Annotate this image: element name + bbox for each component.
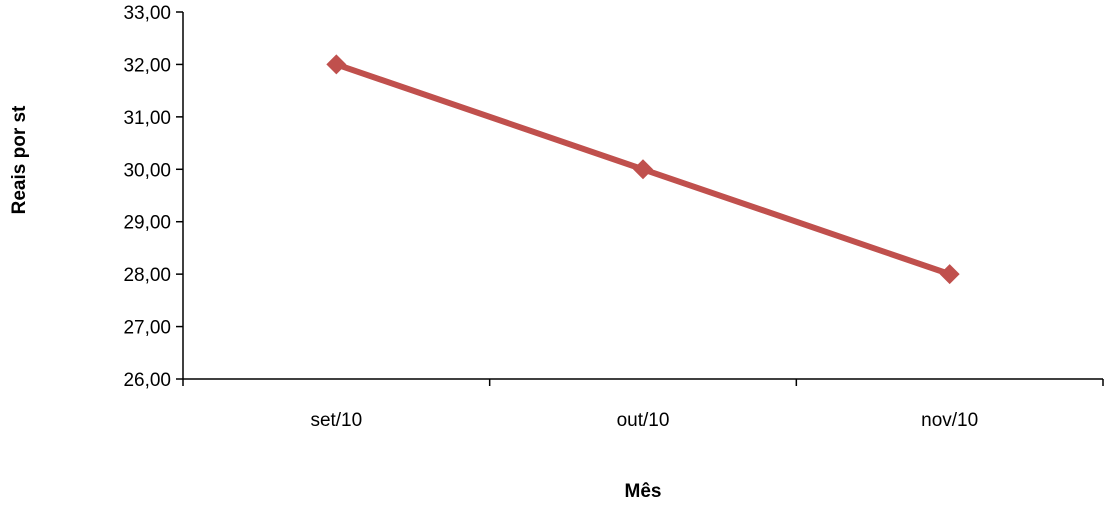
data-point-marker <box>633 159 653 180</box>
y-tick-label: 33,00 <box>123 3 171 24</box>
y-tick-label: 27,00 <box>123 318 171 339</box>
y-tick-label: 28,00 <box>123 265 171 286</box>
x-tick-label: set/10 <box>310 410 362 431</box>
x-tick-label: out/10 <box>617 410 670 431</box>
y-tick-label: 31,00 <box>123 108 171 129</box>
series-group <box>326 54 960 285</box>
data-point-marker <box>326 54 347 75</box>
x-tick-label: nov/10 <box>921 410 978 431</box>
y-tick-group: 26,00 27,00 28,00 29,00 30,00 31,00 32,00 33,00 <box>123 3 183 391</box>
y-tick-label: 29,00 <box>123 213 171 234</box>
y-tick-label: 30,00 <box>123 160 171 181</box>
x-axis-title: Mês <box>625 481 662 502</box>
y-tick-label: 32,00 <box>123 55 171 76</box>
x-tick-group: set/10 out/10 nov/10 <box>182 379 1104 431</box>
y-tick-label: 26,00 <box>123 370 171 391</box>
data-point-marker <box>939 264 960 285</box>
y-axis-title: Reais por st <box>9 105 30 214</box>
